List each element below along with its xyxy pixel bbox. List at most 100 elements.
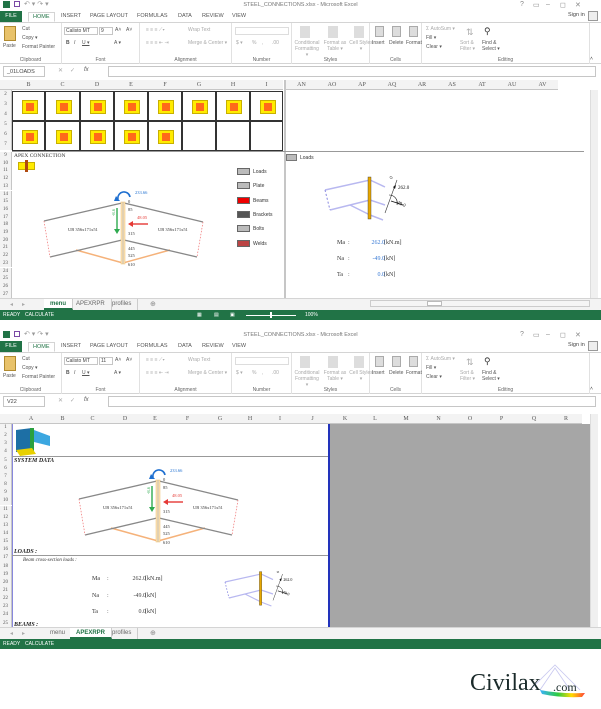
column-header[interactable]: H xyxy=(235,414,265,424)
autosum-button[interactable]: Σ AutoSum ▾ xyxy=(426,356,455,362)
row-header[interactable]: 25 xyxy=(0,619,12,628)
shrink-font-button[interactable]: A˅ xyxy=(126,27,133,33)
column-header[interactable]: B xyxy=(12,80,45,90)
column-header[interactable]: R xyxy=(550,414,582,424)
conditional-formatting-button[interactable]: Conditional Formatting ▾ xyxy=(294,370,320,388)
row-header[interactable]: 5 xyxy=(0,120,12,130)
tab-data[interactable]: DATA xyxy=(178,343,192,349)
legend-bolts-link[interactable]: Bolts xyxy=(253,226,265,232)
autosum-button[interactable]: Σ AutoSum ▾ xyxy=(426,26,455,32)
number-format-select[interactable] xyxy=(235,357,289,365)
column-header[interactable]: Q xyxy=(518,414,550,424)
clear-button[interactable]: Clear ▾ xyxy=(426,374,442,380)
percent-button[interactable]: % xyxy=(252,40,257,46)
column-header[interactable]: G xyxy=(182,80,216,90)
tab-view[interactable]: VIEW xyxy=(232,13,247,19)
grow-font-button[interactable]: A˄ xyxy=(115,357,122,363)
row-header[interactable]: 27 xyxy=(0,290,12,299)
row-header[interactable]: 10 xyxy=(0,159,12,168)
cut-button[interactable]: Cut xyxy=(22,26,30,32)
window-control-1[interactable]: ▭ xyxy=(533,2,540,9)
column-header[interactable]: K xyxy=(330,414,360,424)
row-header[interactable]: 16 xyxy=(0,546,12,555)
currency-button[interactable]: $ ▾ xyxy=(236,370,243,376)
sheet-tab-profiles[interactable]: profiles xyxy=(106,628,139,639)
row-header[interactable]: 22 xyxy=(0,252,12,260)
row-header[interactable]: 13 xyxy=(0,521,12,530)
column-header[interactable]: AN xyxy=(286,80,317,90)
tab-insert[interactable]: INSERT xyxy=(61,343,82,349)
tab-data[interactable]: DATA xyxy=(178,13,192,19)
tab-home[interactable]: HOME xyxy=(28,12,55,22)
sheet-scroll-left[interactable]: ◂ xyxy=(10,631,14,637)
connection-type-button[interactable] xyxy=(45,91,80,121)
sign-in-link[interactable]: Sign in xyxy=(568,342,585,348)
cells-format-button[interactable]: Format xyxy=(406,370,422,376)
wrap-text-button[interactable]: Wrap Text xyxy=(188,27,211,33)
row-header[interactable]: 17 xyxy=(0,213,12,222)
cells-insert-button[interactable]: Insert xyxy=(372,370,385,376)
column-header[interactable]: F xyxy=(148,80,182,90)
user-avatar-icon[interactable] xyxy=(588,11,598,21)
cells-delete-button[interactable]: Delete xyxy=(389,40,404,46)
grow-font-button[interactable]: A˄ xyxy=(115,27,122,33)
tab-file[interactable]: FILE xyxy=(0,11,22,22)
legend-brackets-link[interactable]: Brackets xyxy=(253,212,273,218)
new-sheet-button[interactable]: ⊕ xyxy=(150,630,156,637)
column-header[interactable]: AR xyxy=(407,80,437,90)
underline-button[interactable]: U ▾ xyxy=(82,40,90,46)
row-header[interactable]: 19 xyxy=(0,229,12,237)
font-size-select[interactable]: 11 xyxy=(99,357,113,365)
font-name-select[interactable]: Calisto MT xyxy=(64,357,98,365)
connection-type-button[interactable] xyxy=(182,121,216,151)
sort-filter-button[interactable]: Sort & Filter ▾ xyxy=(460,370,476,382)
page-layout-view-icon[interactable]: ▤ xyxy=(214,312,219,318)
undo-icon[interactable]: ↶ ▾ ↷ ▾ xyxy=(24,331,49,338)
connection-type-button[interactable] xyxy=(12,91,45,121)
insert-function-button[interactable]: fx xyxy=(84,397,89,403)
tab-insert[interactable]: INSERT xyxy=(61,13,82,19)
column-header[interactable]: D xyxy=(80,80,114,90)
row-header[interactable]: 10 xyxy=(0,497,12,506)
row-header[interactable]: 4 xyxy=(0,448,12,457)
column-header[interactable]: M xyxy=(390,414,422,424)
row-header[interactable]: 6 xyxy=(0,130,12,140)
zoom-slider-thumb[interactable] xyxy=(270,312,272,318)
column-header[interactable]: J xyxy=(295,414,330,424)
sheet-tab-profiles[interactable]: profiles xyxy=(106,299,139,310)
row-header[interactable]: 17 xyxy=(0,554,12,563)
row-header[interactable]: 7 xyxy=(0,140,12,150)
row-header[interactable]: 9 xyxy=(0,152,12,160)
window-control-3[interactable]: ◻ xyxy=(560,332,566,339)
sheet-tab-menu[interactable]: menu xyxy=(44,299,74,310)
normal-view-icon[interactable]: ▦ xyxy=(197,312,202,318)
formula-input[interactable] xyxy=(108,66,596,77)
sheet-scroll-right[interactable]: ▸ xyxy=(22,631,26,637)
row-header[interactable]: 15 xyxy=(0,538,12,547)
legend-loads-link[interactable]: Loads xyxy=(253,169,267,175)
row-header[interactable]: 21 xyxy=(0,244,12,253)
horizontal-scroll-thumb[interactable] xyxy=(427,301,442,306)
row-header[interactable]: 12 xyxy=(0,513,12,522)
italic-button[interactable]: I xyxy=(74,370,76,376)
conditional-formatting-button[interactable]: Conditional Formatting ▾ xyxy=(294,40,320,58)
row-header[interactable]: 24 xyxy=(0,611,12,620)
row-header[interactable]: 26 xyxy=(0,282,12,291)
decimal-button[interactable]: .00 xyxy=(272,370,279,376)
column-header[interactable]: E xyxy=(114,80,148,90)
find-select-button[interactable]: Find & Select ▾ xyxy=(482,40,500,52)
formula-input[interactable] xyxy=(108,396,596,407)
column-header[interactable]: C xyxy=(75,414,110,424)
window-control-2[interactable]: – xyxy=(546,1,550,8)
cut-button[interactable]: Cut xyxy=(22,356,30,362)
row-header[interactable]: 19 xyxy=(0,570,12,579)
connection-type-button[interactable] xyxy=(250,91,283,121)
row-header[interactable]: 3 xyxy=(0,440,12,449)
name-box[interactable]: V22 xyxy=(3,396,45,407)
collapse-ribbon-icon[interactable]: ˄ xyxy=(590,56,593,62)
connection-type-button[interactable] xyxy=(45,121,80,151)
bold-button[interactable]: B xyxy=(66,370,70,376)
tab-formulas[interactable]: FORMULAS xyxy=(137,343,168,349)
column-header[interactable]: D xyxy=(110,414,140,424)
legend-beams-icon[interactable] xyxy=(237,197,250,204)
